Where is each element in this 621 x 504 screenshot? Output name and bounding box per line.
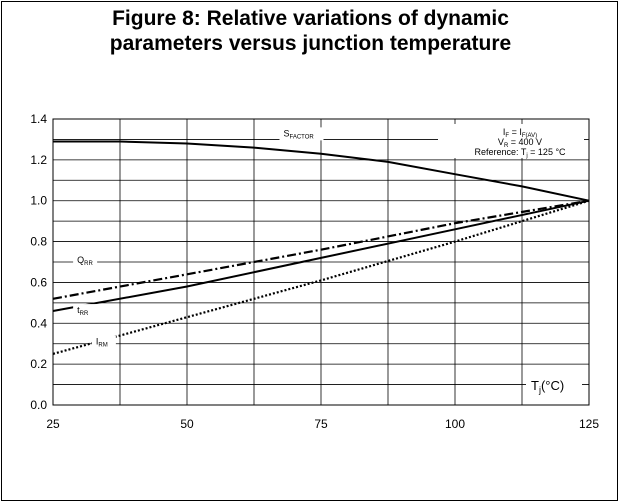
x-tick-label: 100 <box>445 417 465 431</box>
figure-title-line-1: Figure 8: Relative variations of dynamic <box>112 7 509 30</box>
series-label-sfactor: SFACTOR <box>283 128 314 140</box>
series-label-irm: IRM <box>96 337 108 349</box>
x-tick-labels: 25 50 75 100 125 <box>46 417 599 431</box>
series-label-bg <box>73 304 98 318</box>
x-axis-label: Tj(°C) <box>531 378 564 395</box>
condition-vr: VR = 400 V <box>498 137 542 149</box>
series-label-bg <box>91 335 116 349</box>
x-axis-label-unit: (°C) <box>541 378 564 393</box>
y-tick-label: 0.2 <box>30 357 47 371</box>
x-tick-label: 125 <box>579 417 599 431</box>
plot-area-border <box>52 118 590 406</box>
y-tick-label: 0.4 <box>30 316 47 330</box>
x-axis-label-sub: j <box>538 385 541 395</box>
series-line-trr <box>52 199 590 312</box>
figure-title-line-2: parameters versus junction temperature <box>109 32 512 55</box>
series-label-bg <box>73 254 98 268</box>
y-tick-label: 0.8 <box>30 235 47 249</box>
conditions-box <box>438 124 584 158</box>
y-tick-label: 1.2 <box>30 153 47 167</box>
x-axis-label-bg <box>526 375 582 395</box>
series-line-qrr <box>52 199 590 300</box>
x-tick-label: 25 <box>46 417 60 431</box>
series-label-trr: tRR <box>77 305 89 317</box>
x-tick-label: 50 <box>180 417 194 431</box>
series-line-irm <box>52 199 590 355</box>
y-tick-label: 1.0 <box>30 194 47 208</box>
y-tick-labels: 0.0 0.2 0.4 0.6 0.8 1.0 1.2 1.4 <box>30 112 47 412</box>
y-tick-label: 0.6 <box>30 275 47 289</box>
y-tick-label: 1.4 <box>30 112 47 126</box>
x-axis-label-main: T <box>531 378 539 393</box>
figure-title: Figure 8: Relative variations of dynamic… <box>0 6 621 56</box>
series-labels: SFACTOR QRR tRR IRM <box>73 127 324 349</box>
series-label-qrr: QRR <box>77 255 93 267</box>
chart-grid <box>53 119 589 405</box>
x-tick-label: 75 <box>314 417 328 431</box>
y-tick-label: 0.0 <box>30 398 47 412</box>
chart-series-layer <box>52 140 590 355</box>
condition-reference: Reference: Tj = 125 °C <box>474 147 566 159</box>
series-label-bg <box>279 127 324 141</box>
series-line-sfactor <box>53 140 590 202</box>
